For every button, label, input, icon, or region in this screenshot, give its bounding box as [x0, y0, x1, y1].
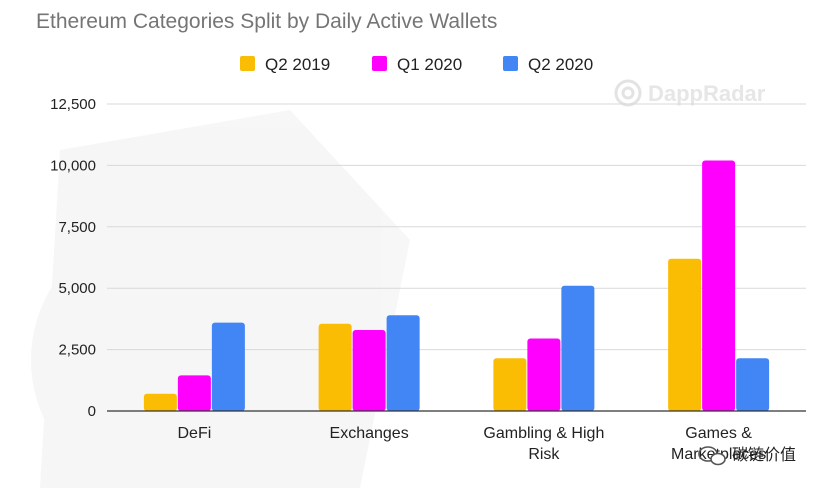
footer-text: 碳链价值 — [732, 446, 796, 464]
y-tick-label: 10,000 — [50, 157, 96, 174]
bar-q2-2019 — [143, 393, 177, 411]
bar-q2-2019 — [493, 358, 527, 411]
y-tick-label: 0 — [88, 403, 96, 420]
bar-q2-2020 — [561, 285, 595, 411]
bar-q2-2019 — [318, 323, 352, 411]
bar-q1-2020 — [702, 160, 736, 411]
bar-q2-2020 — [736, 358, 770, 411]
y-tick-label: 12,500 — [50, 96, 96, 113]
wechat-icon — [698, 446, 726, 466]
y-tick-label: 7,500 — [58, 219, 96, 236]
y-tick-label: 5,000 — [58, 280, 96, 297]
background-logo-icon — [31, 110, 410, 488]
x-category-label: Games & — [685, 425, 752, 442]
legend-label: Q2 2020 — [528, 55, 593, 74]
y-tick-label: 2,500 — [58, 342, 96, 359]
bar-q1-2020 — [352, 329, 386, 411]
dappradar-logo-icon — [614, 79, 642, 107]
bar-q2-2020 — [211, 322, 245, 411]
legend: Q2 2019 Q1 2020 Q2 2020 — [240, 55, 593, 74]
legend-label: Q1 2020 — [397, 55, 462, 74]
bars — [143, 160, 770, 411]
x-category-label: DeFi — [177, 425, 211, 442]
x-category-label: Exchanges — [330, 425, 409, 442]
x-category-label: Gambling & High — [483, 425, 604, 442]
y-axis: 0 2,500 5,000 7,500 10,000 12,500 — [50, 96, 96, 420]
bar-q1-2020 — [177, 375, 211, 411]
bar-q1-2020 — [527, 338, 561, 411]
watermark-text: DappRadar — [648, 81, 766, 106]
legend-swatch — [372, 56, 387, 71]
bar-q2-2019 — [668, 258, 702, 411]
legend-label: Q2 2019 — [265, 55, 330, 74]
legend-swatch — [240, 56, 255, 71]
watermark: DappRadar — [614, 79, 766, 107]
chart-title: Ethereum Categories Split by Daily Activ… — [36, 10, 497, 33]
legend-swatch — [503, 56, 518, 71]
x-category-label: Risk — [528, 446, 560, 463]
bar-q2-2020 — [386, 315, 420, 411]
footer-badge: 碳链价值 — [698, 446, 796, 466]
